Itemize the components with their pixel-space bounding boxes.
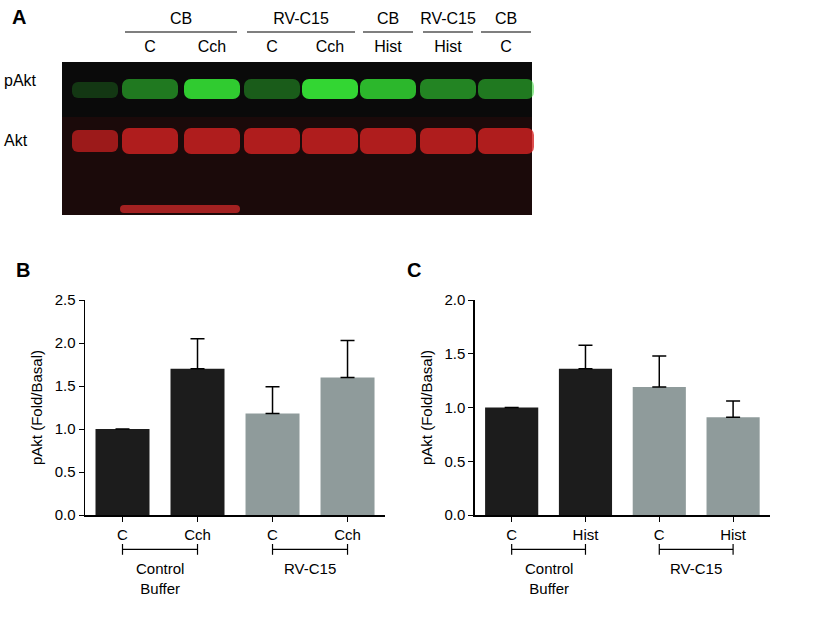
svg-text:B: B	[16, 259, 30, 281]
svg-text:Cch: Cch	[184, 526, 211, 543]
svg-text:1.5: 1.5	[55, 377, 76, 394]
svg-text:RV-C15: RV-C15	[273, 10, 329, 27]
svg-text:Hist: Hist	[573, 526, 600, 543]
svg-text:C: C	[500, 38, 512, 55]
svg-text:Cch: Cch	[334, 526, 361, 543]
svg-text:0.5: 0.5	[444, 453, 465, 470]
svg-text:Hist: Hist	[374, 38, 402, 55]
svg-text:RV-C15: RV-C15	[420, 10, 476, 27]
svg-text:2.5: 2.5	[55, 291, 76, 308]
svg-text:C: C	[144, 38, 156, 55]
svg-text:C: C	[506, 526, 517, 543]
svg-text:CB: CB	[377, 10, 399, 27]
svg-text:Cch: Cch	[316, 38, 344, 55]
svg-text:A: A	[12, 6, 26, 28]
svg-text:Akt: Akt	[4, 132, 28, 149]
svg-text:C: C	[267, 526, 278, 543]
svg-text:2.0: 2.0	[55, 334, 76, 351]
svg-text:ControlBuffer: ControlBuffer	[525, 560, 573, 597]
svg-text:1.0: 1.0	[444, 399, 465, 416]
svg-text:pAkt (Fold/Basal): pAkt (Fold/Basal)	[418, 350, 435, 465]
svg-text:CB: CB	[495, 10, 517, 27]
svg-text:2.0: 2.0	[444, 291, 465, 308]
svg-text:C: C	[117, 526, 128, 543]
svg-text:Cch: Cch	[198, 38, 226, 55]
svg-text:1.0: 1.0	[55, 420, 76, 437]
svg-text:Hist: Hist	[720, 526, 747, 543]
svg-text:pAkt (Fold/Basal): pAkt (Fold/Basal)	[28, 350, 45, 465]
svg-text:0.5: 0.5	[55, 463, 76, 480]
svg-text:0.0: 0.0	[444, 506, 465, 523]
svg-text:CB: CB	[170, 10, 192, 27]
svg-text:0.0: 0.0	[55, 506, 76, 523]
svg-text:C: C	[654, 526, 665, 543]
svg-text:C: C	[407, 259, 421, 281]
svg-text:C: C	[266, 38, 278, 55]
svg-text:ControlBuffer: ControlBuffer	[136, 560, 184, 597]
svg-text:pAkt: pAkt	[4, 72, 37, 89]
svg-text:Hist: Hist	[434, 38, 462, 55]
svg-text:RV-C15: RV-C15	[284, 560, 336, 577]
svg-text:1.5: 1.5	[444, 345, 465, 362]
svg-text:RV-C15: RV-C15	[670, 560, 722, 577]
